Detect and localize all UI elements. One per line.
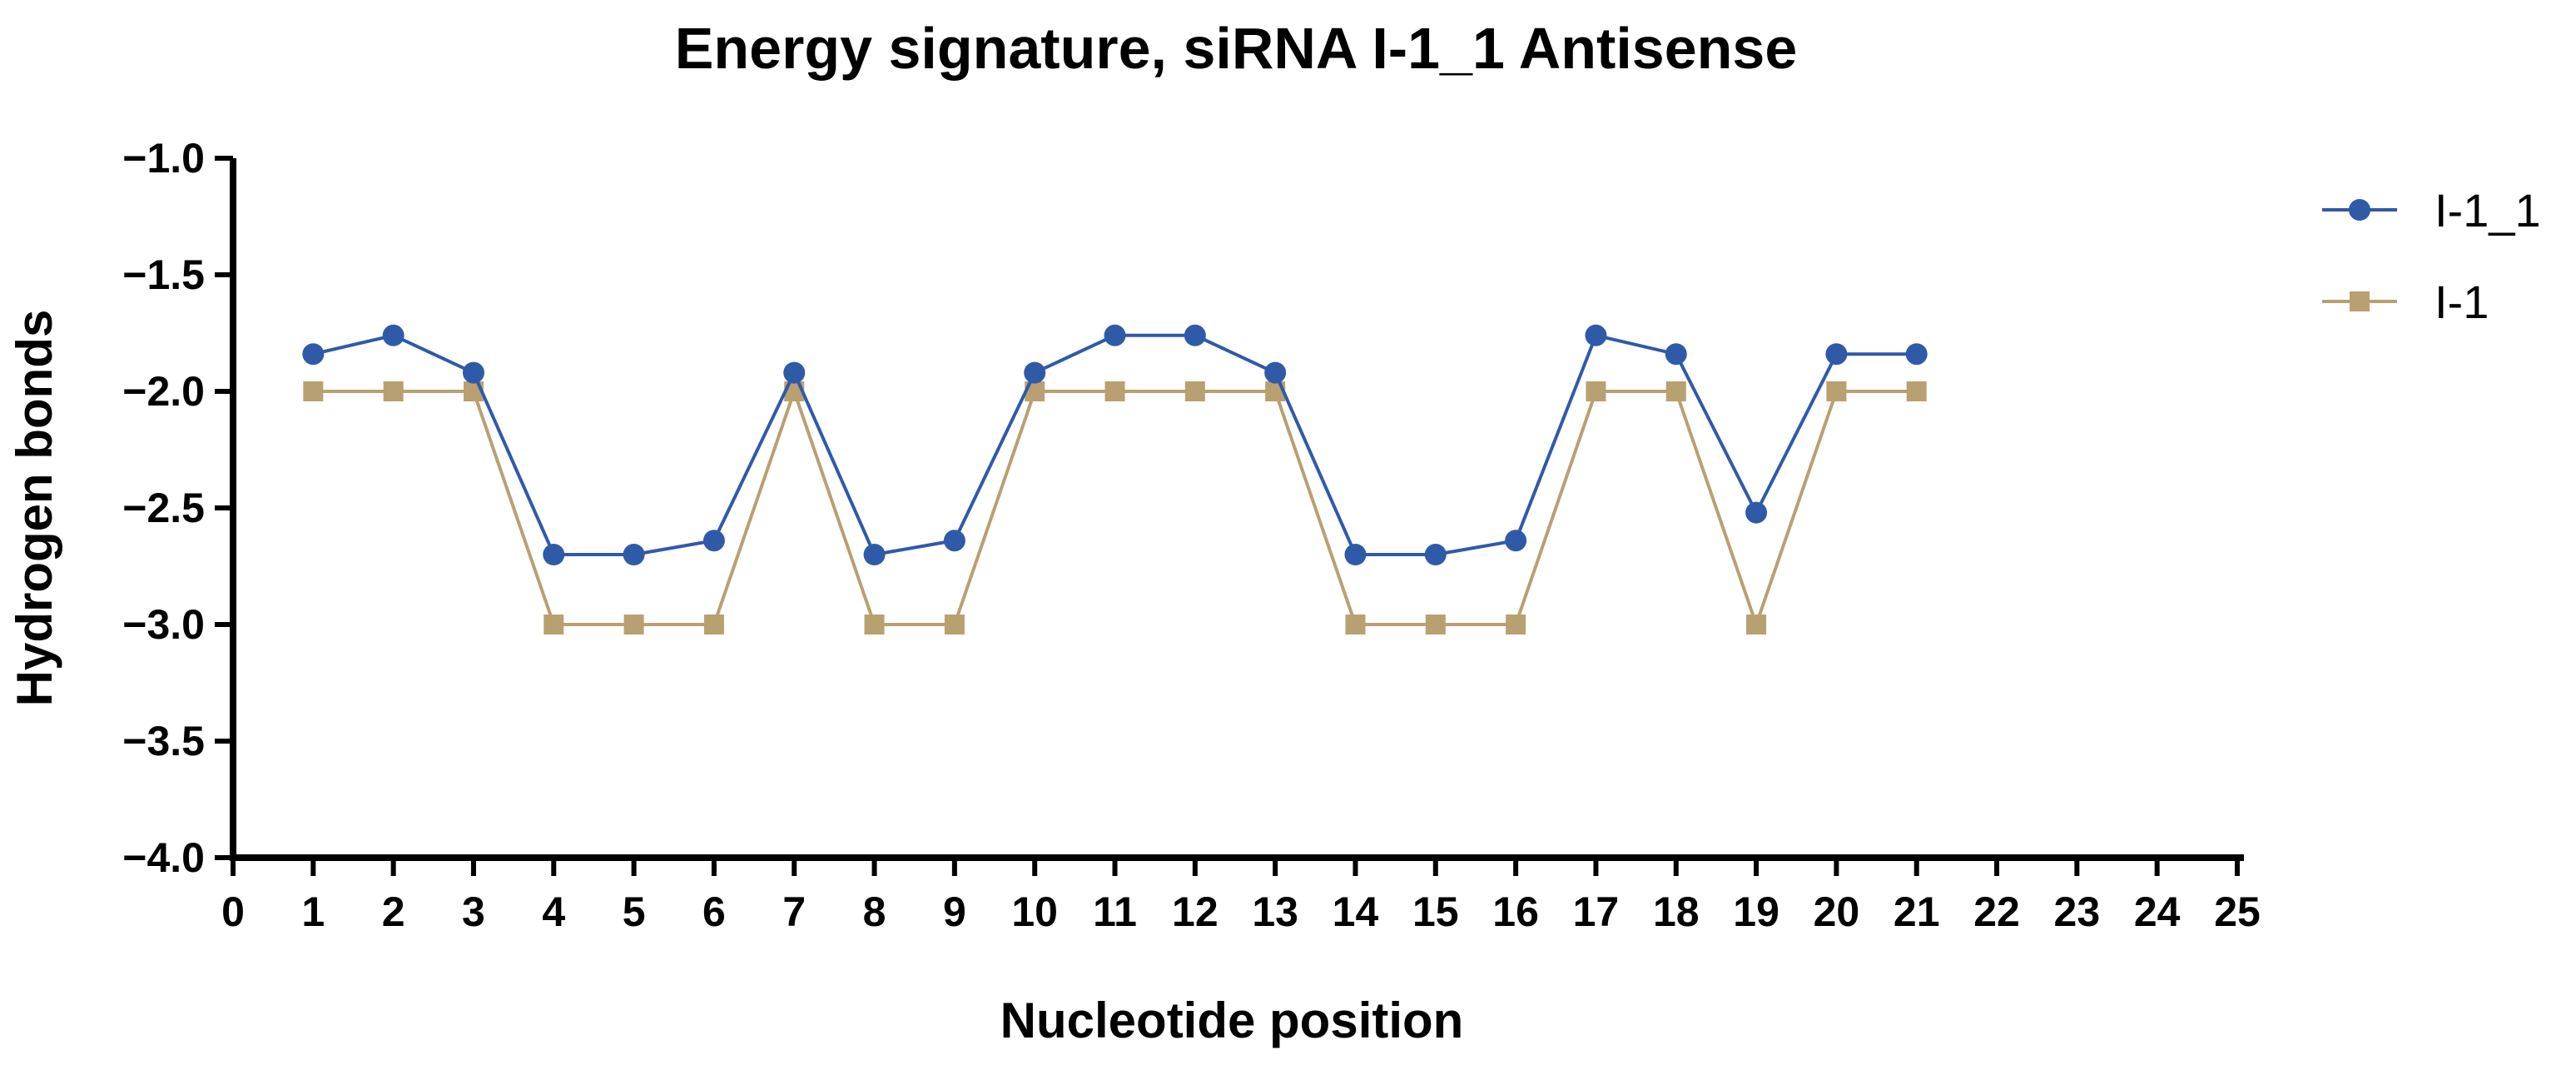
y-tick-label: −3.5 [122,718,205,764]
y-axis-label: Hydrogen bonds [7,310,62,707]
x-tick-label: 11 [1093,888,1137,935]
x-tick-label: 10 [1011,888,1058,935]
data-point [303,381,324,401]
data-point [703,615,724,635]
y-ticks: −1.0 −1.5 −2.0 −2.5 −3.0 −3.5 −4.0 [122,135,233,881]
series [302,324,1928,635]
x-tick-label: 3 [462,888,485,935]
x-tick-label: 2 [382,888,405,935]
data-point [382,324,405,346]
series-line [313,386,1917,630]
x-tick-label: 18 [1653,888,1700,935]
y-tick-label: −1.0 [122,135,205,182]
data-point [1184,324,1206,346]
data-point [1345,615,1366,635]
data-point [1425,615,1446,635]
x-tick-label: 6 [702,888,726,935]
data-point [623,615,644,635]
data-point [1264,361,1287,384]
data-point [783,361,806,384]
legend: I-1_1 I-1 [2322,184,2541,328]
data-point [1586,381,1606,401]
data-point [1505,530,1527,552]
x-tick-label: 20 [1814,888,1860,935]
x-axis-label: Nucleotide position [1000,993,1464,1048]
legend-marker [2349,199,2370,221]
data-point [1184,381,1205,401]
x-tick-label: 7 [782,888,806,935]
data-point [1826,381,1847,401]
data-point [1344,544,1367,565]
data-point [943,530,965,552]
chart-title: Energy signature, siRNA I-1_1 Antisense [675,16,1798,81]
data-point [1665,381,1686,401]
data-point [1024,361,1046,384]
x-tick-label: 1 [301,888,325,935]
legend-item: I-1_1 [2322,184,2541,236]
legend-marker [2350,291,2370,311]
series-I-1_1 [302,324,1928,565]
data-point [1104,324,1126,346]
data-point [623,544,645,565]
data-point [702,530,725,552]
data-point [1825,343,1848,366]
series-I-1 [303,381,1927,635]
x-tick-label: 25 [2214,888,2261,935]
data-point [864,615,885,635]
data-point [1424,544,1447,565]
axes [230,158,2244,861]
x-tick-label: 24 [2134,888,2181,935]
x-tick-label: 22 [1973,888,2020,935]
data-point [1506,615,1526,635]
y-tick-label: −2.5 [122,485,205,531]
x-tick-label: 8 [863,888,886,935]
data-point [302,343,325,366]
x-tick-label: 21 [1894,888,1940,935]
data-point [543,615,564,635]
x-tick-label: 12 [1172,888,1219,935]
legend-item: I-1 [2322,276,2489,328]
y-tick-label: −2.0 [122,368,205,415]
x-tick-label: 16 [1492,888,1539,935]
x-tick-label: 0 [221,888,245,935]
y-tick-label: −3.0 [122,601,205,648]
data-point [863,544,886,565]
x-tick-label: 13 [1252,888,1298,935]
y-tick-label: −1.5 [122,251,205,298]
x-tick-label: 4 [542,888,565,935]
data-point [944,615,965,635]
data-point [1905,343,1928,366]
x-ticks: 0 1 2 3 4 5 6 7 8 9 10 11 12 13 14 15 16 17 18 19 20 21 22 23 24… [221,858,2261,935]
series-line [312,333,1917,557]
data-point [1104,381,1125,401]
x-tick-label: 15 [1412,888,1459,935]
x-tick-label: 5 [623,888,646,935]
x-tick-label: 9 [943,888,966,935]
y-tick-label: −4.0 [122,834,205,881]
x-tick-label: 17 [1573,888,1620,935]
data-point [1585,324,1607,346]
data-point [462,361,484,384]
data-point [543,544,565,565]
data-point [1745,501,1768,524]
data-point [1746,615,1767,635]
x-tick-label: 19 [1733,888,1779,935]
x-tick-label: 14 [1333,888,1379,935]
data-point [1906,381,1927,401]
legend-label: I-1 [2435,276,2489,328]
data-point [1665,343,1687,366]
data-point [383,381,404,401]
legend-label: I-1_1 [2435,184,2541,236]
x-tick-label: 23 [2054,888,2101,935]
